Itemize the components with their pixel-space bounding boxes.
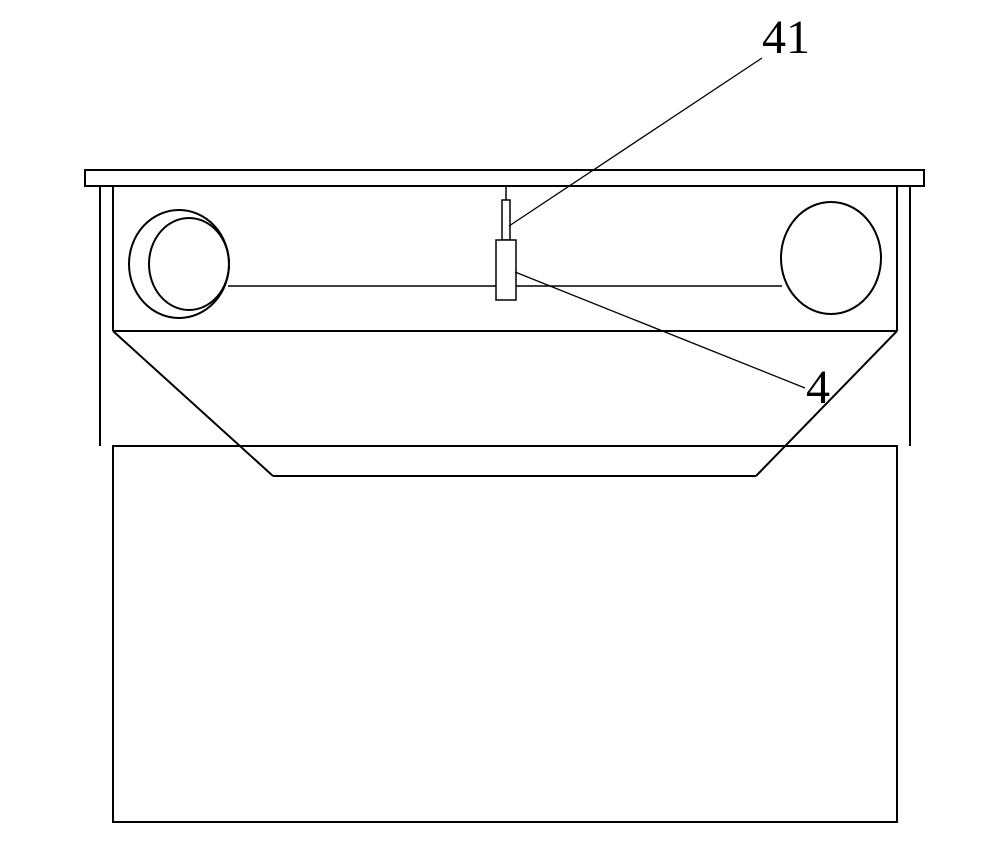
left-cup-outer bbox=[129, 210, 229, 318]
left-cup-inner bbox=[149, 218, 229, 310]
label-41: 41 bbox=[762, 10, 810, 65]
right-cup bbox=[781, 202, 881, 314]
technical-diagram: 41 4 bbox=[0, 0, 1000, 858]
top-plate bbox=[85, 170, 924, 186]
leader-41 bbox=[509, 58, 762, 226]
diagram-svg bbox=[0, 0, 1000, 858]
hopper-left-slant bbox=[113, 331, 273, 476]
anemometer-stem bbox=[502, 200, 510, 240]
base-rect bbox=[113, 446, 897, 822]
anemometer-hub bbox=[496, 240, 516, 300]
label-4: 4 bbox=[806, 360, 830, 415]
